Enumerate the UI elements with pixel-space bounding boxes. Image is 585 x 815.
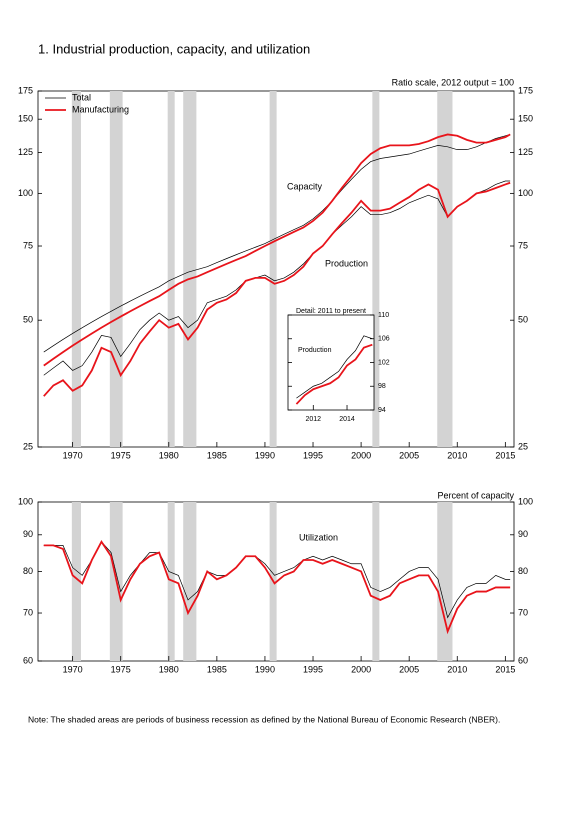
x-tick-label: 1980 (159, 664, 179, 674)
y-tick-label: 25 (518, 441, 528, 451)
recession-band (372, 91, 380, 447)
y-tick-label: 94 (378, 407, 386, 414)
y-tick-label: 102 (378, 359, 390, 366)
x-tick-label: 1995 (303, 664, 323, 674)
x-tick-label: 1975 (111, 664, 131, 674)
recession-band (437, 91, 453, 447)
inset-title: Detail: 2011 to present (296, 308, 366, 315)
x-tick-label: 2010 (447, 664, 467, 674)
x-tick-label: 2014 (339, 416, 355, 423)
y-tick-label: 60 (23, 655, 33, 665)
recession-band (183, 502, 197, 661)
y-tick-label: 106 (378, 336, 390, 343)
y-tick-label: 70 (518, 607, 528, 617)
data-line (43, 134, 511, 353)
x-tick-label: 1970 (63, 450, 83, 460)
x-tick-label: 1990 (255, 450, 275, 460)
recession-band (71, 91, 81, 447)
data-line (296, 335, 373, 399)
recession-band (269, 91, 277, 447)
annotation: Ratio scale, 2012 output = 100 (392, 77, 514, 87)
y-tick-label: 80 (23, 566, 33, 576)
x-tick-label: 2010 (447, 450, 467, 460)
data-line (43, 181, 511, 397)
data-line (43, 180, 511, 376)
y-tick-label: 50 (518, 315, 528, 325)
recession-band (437, 502, 453, 661)
y-tick-label: 70 (23, 607, 33, 617)
legend-label: Total (72, 92, 91, 102)
y-tick-label: 90 (518, 529, 528, 539)
annotation: Production (325, 258, 368, 268)
y-tick-label: 98 (378, 383, 386, 390)
y-tick-label: 100 (18, 496, 33, 506)
y-tick-label: 50 (23, 315, 33, 325)
y-tick-label: 175 (18, 85, 33, 95)
x-tick-label: 1995 (303, 450, 323, 460)
x-tick-label: 2015 (495, 664, 515, 674)
y-tick-label: 125 (518, 147, 533, 157)
legend-label: Manufacturing (72, 104, 129, 114)
y-tick-label: 80 (518, 566, 528, 576)
recession-band (109, 91, 123, 447)
recession-band (372, 502, 380, 661)
x-tick-label: 2015 (495, 450, 515, 460)
y-tick-label: 150 (18, 114, 33, 124)
x-tick-label: 1975 (111, 450, 131, 460)
annotation: Production (298, 347, 332, 354)
y-tick-label: 100 (518, 188, 533, 198)
y-tick-label: 25 (23, 441, 33, 451)
annotation: Utilization (299, 532, 338, 542)
y-tick-label: 175 (518, 85, 533, 95)
y-tick-label: 75 (23, 240, 33, 250)
data-line (43, 540, 511, 635)
x-tick-label: 1990 (255, 664, 275, 674)
x-tick-label: 2012 (306, 416, 322, 423)
recession-band (167, 502, 175, 661)
data-line (295, 343, 373, 405)
y-tick-label: 75 (518, 240, 528, 250)
y-tick-label: 100 (18, 188, 33, 198)
recession-band (183, 91, 197, 447)
plot-frame (287, 314, 375, 411)
x-tick-label: 2005 (399, 450, 419, 460)
y-tick-label: 125 (18, 147, 33, 157)
y-tick-label: 150 (518, 114, 533, 124)
y-tick-label: 90 (23, 529, 33, 539)
x-tick-label: 1985 (207, 664, 227, 674)
recession-band (167, 91, 175, 447)
x-tick-label: 1985 (207, 450, 227, 460)
x-tick-label: 1970 (63, 664, 83, 674)
x-tick-label: 2000 (351, 450, 371, 460)
annotation: Percent of capacity (437, 490, 514, 500)
data-line (43, 541, 511, 619)
x-tick-label: 1980 (159, 450, 179, 460)
data-line (43, 133, 511, 367)
y-tick-label: 100 (518, 496, 533, 506)
y-tick-label: 60 (518, 655, 528, 665)
x-tick-label: 2005 (399, 664, 419, 674)
page-title: 1. Industrial production, capacity, and … (38, 41, 310, 56)
recession-band (71, 502, 81, 661)
x-tick-label: 2000 (351, 664, 371, 674)
annotation: Capacity (287, 181, 323, 191)
note: Note: The shaded areas are periods of bu… (28, 714, 500, 724)
y-tick-label: 110 (378, 312, 389, 319)
